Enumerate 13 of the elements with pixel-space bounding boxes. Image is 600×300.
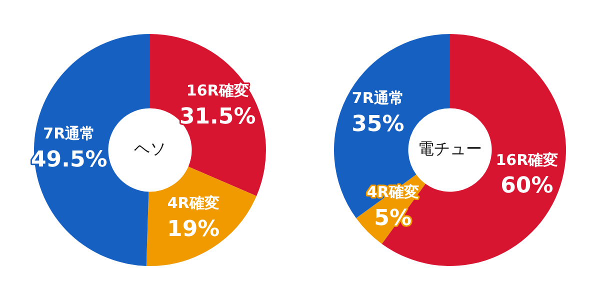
slice-label: 4R確変 <box>366 183 419 202</box>
slice-label: 16R確変 <box>186 81 249 100</box>
slice-label: 7R通常 <box>43 124 96 143</box>
data-label: 19% <box>167 217 220 242</box>
slice-label: 4R確変 <box>167 194 220 212</box>
text: ヘソ <box>134 139 166 158</box>
data-label: 60% <box>500 174 554 199</box>
data-label: 5% <box>374 206 412 231</box>
slice-label: 7R通常 <box>352 89 404 108</box>
data-label: 31.5% <box>179 104 256 130</box>
text: 電チュー <box>418 139 482 158</box>
slice-label: 16R確変 <box>496 150 558 169</box>
data-label: 35% <box>352 112 404 137</box>
